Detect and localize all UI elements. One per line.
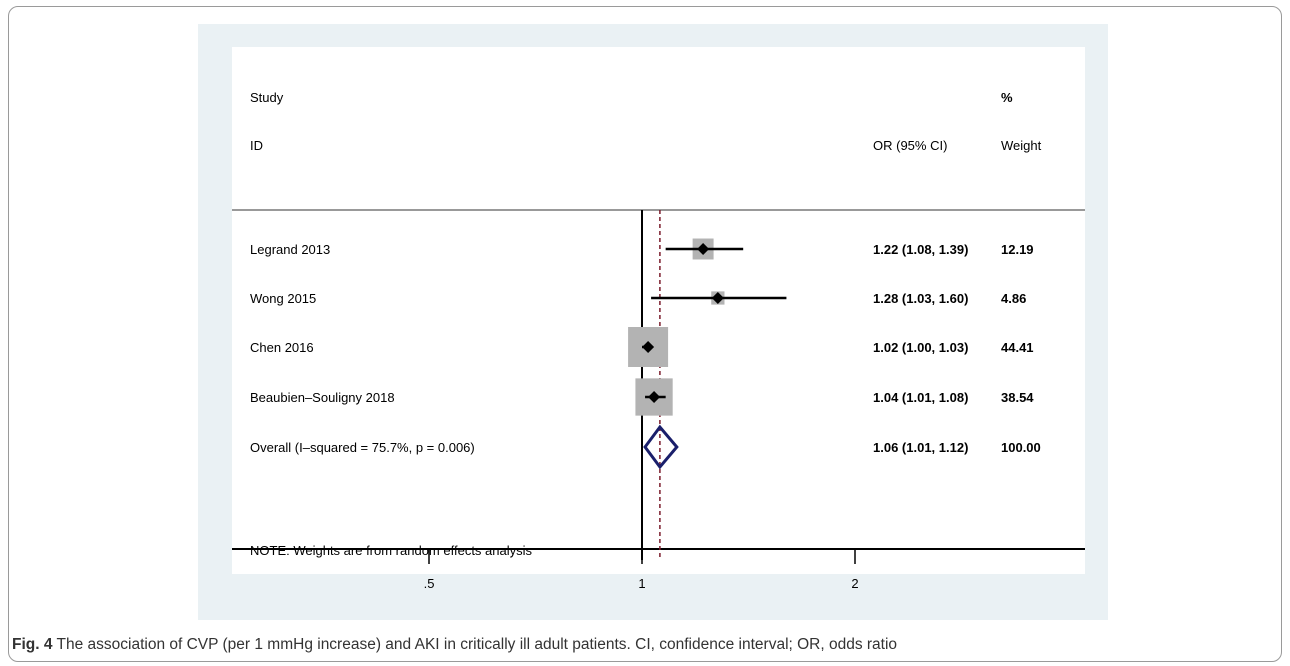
study-or-ci: 1.02 (1.00, 1.03) xyxy=(873,340,968,355)
overall-diamond xyxy=(643,424,679,470)
header-weight: Weight xyxy=(1001,138,1042,153)
caption-label: Fig. 4 xyxy=(12,636,53,653)
note-text: NOTE: Weights are from random effects an… xyxy=(250,543,533,558)
study-id: Legrand 2013 xyxy=(250,242,330,257)
study-weight: 4.86 xyxy=(1001,291,1026,306)
overall-weight: 100.00 xyxy=(1001,440,1041,455)
point-estimate xyxy=(711,292,724,304)
study-or-ci: 1.04 (1.01, 1.08) xyxy=(873,390,968,405)
study-weight: 12.19 xyxy=(1001,242,1034,257)
study-id: Wong 2015 xyxy=(250,291,316,306)
caption-text: The association of CVP (per 1 mmHg incre… xyxy=(52,636,898,653)
header-id: ID xyxy=(250,138,263,153)
point-estimate xyxy=(642,341,655,353)
header-percent: % xyxy=(1001,90,1013,105)
study-weight: 44.41 xyxy=(1001,340,1034,355)
overall-or-ci: 1.06 (1.01, 1.12) xyxy=(873,440,968,455)
x-tick-label: 1 xyxy=(638,576,645,591)
x-tick-label: 2 xyxy=(851,576,858,591)
study-id: Beaubien–Souligny 2018 xyxy=(250,390,395,405)
study-or-ci: 1.22 (1.08, 1.39) xyxy=(873,242,968,257)
overall-label: Overall (I–squared = 75.7%, p = 0.006) xyxy=(250,440,475,455)
plot-region xyxy=(232,47,1085,574)
point-estimate xyxy=(648,391,661,403)
study-id: Chen 2016 xyxy=(250,340,314,355)
study-weight: 38.54 xyxy=(1001,390,1034,405)
header-study: Study xyxy=(250,90,284,105)
header-or-ci: OR (95% CI) xyxy=(873,138,947,153)
x-tick-label: .5 xyxy=(424,576,435,591)
figure-caption: Fig. 4 The association of CVP (per 1 mmH… xyxy=(12,636,897,654)
study-or-ci: 1.28 (1.03, 1.60) xyxy=(873,291,968,306)
forest-plot: Study ID OR (95% CI) % Weight NOTE: Weig… xyxy=(232,47,1085,591)
point-estimate xyxy=(697,243,710,255)
